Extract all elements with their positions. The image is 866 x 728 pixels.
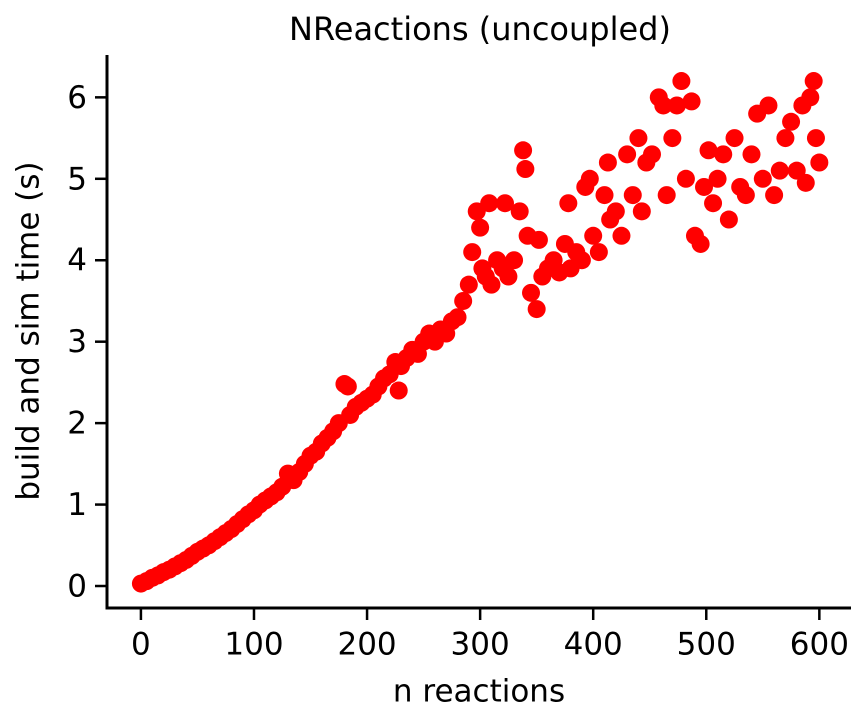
point: [471, 218, 490, 237]
point: [589, 243, 608, 262]
point: [759, 96, 778, 115]
point: [776, 129, 795, 148]
point: [584, 226, 603, 245]
point: [708, 169, 727, 188]
point: [804, 72, 823, 91]
point: [719, 210, 738, 229]
point: [595, 186, 614, 205]
x-tick-label: 100: [224, 627, 283, 663]
point: [806, 129, 825, 148]
y-tick-label: 1: [67, 487, 87, 523]
point: [598, 153, 617, 172]
y-tick-label: 5: [67, 161, 87, 197]
point: [612, 226, 631, 245]
point: [496, 194, 515, 213]
point: [559, 194, 578, 213]
x-tick-label: 500: [677, 627, 736, 663]
point: [629, 129, 648, 148]
x-axis-label: n reactions: [393, 674, 565, 710]
point: [796, 173, 815, 192]
point: [672, 72, 691, 91]
point: [527, 300, 546, 319]
point: [782, 112, 801, 131]
point: [682, 92, 701, 111]
point: [695, 177, 714, 196]
point: [736, 186, 755, 205]
point: [770, 161, 789, 180]
point: [522, 283, 541, 302]
point: [765, 186, 784, 205]
point: [510, 202, 529, 221]
point: [448, 308, 467, 327]
y-tick-label: 2: [67, 406, 87, 442]
point: [454, 291, 473, 310]
point: [801, 88, 820, 107]
point: [516, 160, 535, 179]
point: [338, 377, 357, 396]
point: [389, 381, 408, 400]
x-tick-label: 200: [337, 627, 396, 663]
point: [667, 96, 686, 115]
point: [623, 186, 642, 205]
x-tick-label: 600: [790, 627, 849, 663]
y-tick-label: 0: [67, 569, 87, 605]
point: [499, 267, 518, 286]
point: [459, 275, 478, 294]
point: [505, 251, 524, 270]
point: [572, 251, 591, 270]
x-tick-label: 0: [131, 627, 151, 663]
point: [704, 194, 723, 213]
point: [742, 145, 761, 164]
point: [529, 230, 548, 249]
point: [654, 96, 673, 115]
y-tick-label: 3: [67, 324, 87, 360]
point: [463, 243, 482, 262]
point: [810, 153, 829, 172]
point: [725, 129, 744, 148]
x-tick-label: 300: [451, 627, 510, 663]
point: [514, 141, 533, 160]
point: [753, 169, 772, 188]
point: [606, 202, 625, 221]
point: [714, 145, 733, 164]
x-tick-label: 400: [564, 627, 623, 663]
point: [482, 275, 501, 294]
point: [663, 129, 682, 148]
point: [632, 202, 651, 221]
point: [691, 234, 710, 253]
point: [480, 194, 499, 213]
point: [580, 169, 599, 188]
point: [642, 145, 661, 164]
point: [676, 169, 695, 188]
chart-title: NReactions (uncoupled): [289, 10, 671, 48]
point: [699, 141, 718, 160]
point: [657, 186, 676, 205]
y-axis-label: build and sim time (s): [11, 161, 47, 500]
point: [618, 145, 637, 164]
y-tick-label: 4: [67, 243, 87, 279]
y-tick-label: 6: [67, 80, 87, 116]
